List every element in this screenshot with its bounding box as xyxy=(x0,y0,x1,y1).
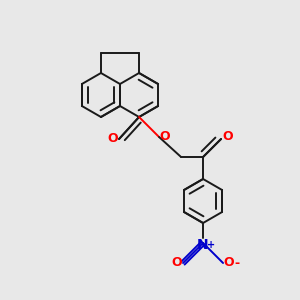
Text: O: O xyxy=(224,256,234,269)
Text: -: - xyxy=(235,256,240,269)
Text: +: + xyxy=(207,240,215,250)
Text: O: O xyxy=(108,133,118,146)
Text: O: O xyxy=(160,130,170,143)
Text: O: O xyxy=(223,130,233,142)
Text: O: O xyxy=(172,256,182,269)
Text: N: N xyxy=(197,238,209,252)
